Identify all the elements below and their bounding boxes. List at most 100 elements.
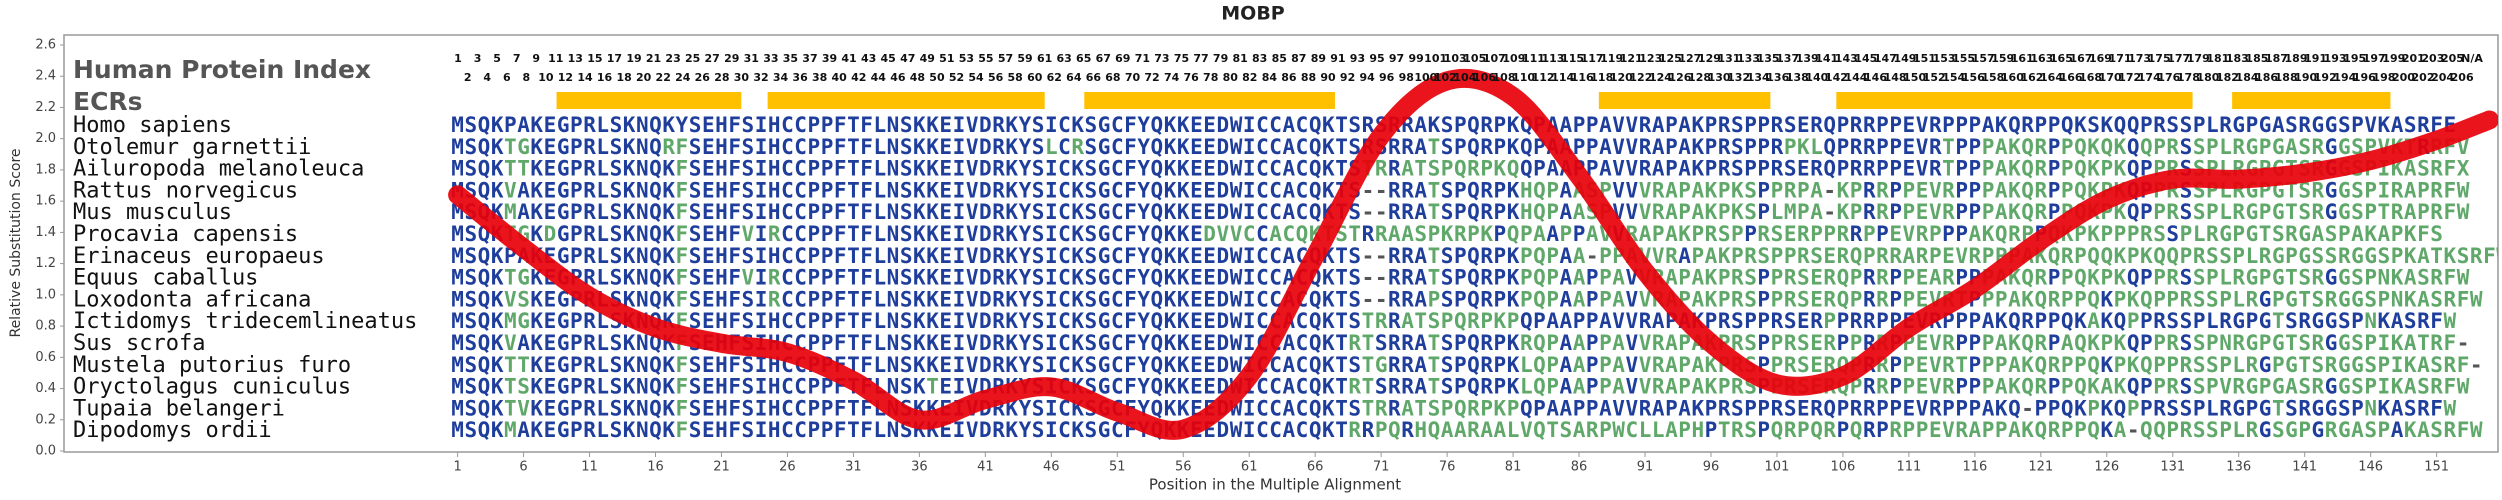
residue: P — [2100, 331, 2113, 355]
residue: L — [2219, 200, 2232, 224]
human-index-number: 124 — [1649, 71, 1672, 84]
residue: K — [1982, 222, 1995, 246]
residue: G — [1098, 266, 1111, 290]
residue: P — [1454, 353, 1467, 377]
residue: E — [1810, 266, 1823, 290]
human-index-number: 58 — [1008, 71, 1023, 84]
residue: K — [1071, 222, 1084, 246]
y-tick-label: 0.0 — [35, 444, 56, 459]
residue: P — [807, 266, 820, 290]
residue: Q — [1823, 157, 1836, 181]
human-index-number: 77 — [1193, 52, 1208, 65]
residue: E — [939, 157, 952, 181]
residue: S — [2087, 113, 2100, 137]
residue: I — [953, 200, 966, 224]
residue: S — [1032, 157, 1045, 181]
residue: R — [662, 135, 675, 159]
residue: P — [2166, 353, 2179, 377]
residue: P — [1982, 418, 1995, 442]
residue: T — [1428, 200, 1441, 224]
residue: P — [807, 244, 820, 268]
residue: C — [1256, 287, 1269, 311]
human-index-number: 153 — [1933, 52, 1956, 65]
residue: C — [1296, 135, 1309, 159]
residue: K — [530, 309, 543, 333]
residue: K — [1322, 178, 1335, 202]
residue: C — [1296, 309, 1309, 333]
residue: S — [900, 287, 913, 311]
residue: W — [1230, 331, 1243, 355]
x-tick-label: 76 — [1439, 460, 1456, 475]
residue: S — [1744, 266, 1757, 290]
residue: R — [2391, 200, 2404, 224]
residue: Q — [2074, 331, 2087, 355]
residue: P — [1889, 113, 1902, 137]
residue: G — [2246, 375, 2259, 399]
residue: S — [1428, 309, 1441, 333]
x-tick-label: 6 — [519, 460, 527, 475]
residue: E — [1797, 309, 1810, 333]
residue: R — [1929, 113, 1942, 137]
residue: T — [504, 157, 517, 181]
residue: R — [1863, 113, 1876, 137]
residue: P — [2061, 418, 2074, 442]
residue: R — [1784, 287, 1797, 311]
human-index-number: 121 — [1620, 52, 1643, 65]
residue: G — [2272, 331, 2285, 355]
residue: R — [2140, 222, 2153, 246]
human-index-number: 1 — [454, 52, 462, 65]
x-tick-label: 126 — [2094, 460, 2119, 475]
residue: I — [953, 222, 966, 246]
residue: P — [1454, 375, 1467, 399]
residue: T — [2259, 222, 2272, 246]
residue: R — [2312, 331, 2325, 355]
residue: V — [1916, 157, 1929, 181]
residue: R — [2180, 353, 2193, 377]
residue: P — [1441, 309, 1454, 333]
residue: E — [1203, 135, 1216, 159]
residue: K — [2087, 375, 2100, 399]
residue: T — [2298, 287, 2311, 311]
residue: L — [596, 222, 609, 246]
residue: R — [1639, 309, 1652, 333]
residue: R — [583, 135, 596, 159]
residue: K — [1731, 178, 1744, 202]
residue: S — [2338, 309, 2351, 333]
residue: D — [979, 331, 992, 355]
residue: F — [860, 113, 873, 137]
residue: Q — [1151, 135, 1164, 159]
residue: R — [1480, 244, 1493, 268]
residue: Q — [1309, 309, 1322, 333]
residue: S — [2180, 375, 2193, 399]
y-tick-label: 0.6 — [35, 350, 56, 365]
residue: V — [1955, 244, 1968, 268]
residue: N — [636, 418, 649, 442]
residue: P — [1982, 157, 1995, 181]
residue: K — [491, 266, 504, 290]
residue: C — [781, 244, 794, 268]
residue: E — [1916, 178, 1929, 202]
residue: G — [2298, 244, 2311, 268]
residue: E — [1190, 331, 1203, 355]
residue: S — [1718, 222, 1731, 246]
residue: K — [1705, 178, 1718, 202]
residue: S — [1085, 244, 1098, 268]
residue: Q — [2087, 418, 2100, 442]
residue: S — [1085, 178, 1098, 202]
residue: V — [1612, 396, 1625, 420]
residue: I — [1243, 157, 1256, 181]
residue: P — [1599, 287, 1612, 311]
residue: A — [1401, 396, 1414, 420]
residue: S — [742, 375, 755, 399]
residue: V — [966, 157, 979, 181]
residue: E — [544, 375, 557, 399]
human-index-number: 201 — [2402, 52, 2425, 65]
residue: Q — [1533, 178, 1546, 202]
residue: P — [1678, 418, 1691, 442]
residue: A — [1454, 418, 1467, 442]
residue: S — [689, 287, 702, 311]
sequence: MSQKTTKEGPRLSKNQKFSEHFSIHCCPPFTFLNSKKEIV… — [451, 157, 2469, 181]
residue: R — [1850, 222, 1863, 246]
residue: - — [1823, 200, 1836, 224]
residue: I — [1045, 157, 1058, 181]
